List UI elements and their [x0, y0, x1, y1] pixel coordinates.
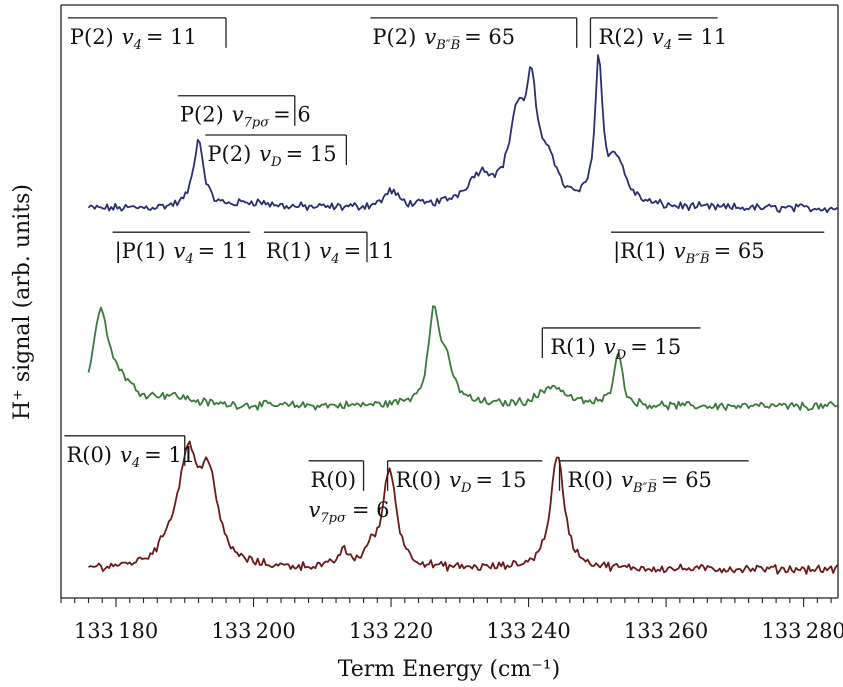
annotation-layer: P(2) v4 = 11 P(2) v7pσ = 6 P(2) vD = 15 P(2) vB″B̅… [64, 17, 825, 526]
peak-annotation: R(1) vD = 15 [541, 327, 701, 363]
annotation-label: v7pσ = 6 [309, 498, 390, 526]
peak-annotation: R(0) vD = 15 [386, 460, 543, 496]
y-axis-title: H⁺ signal (arb. units) [10, 184, 35, 420]
series-line-2 [87, 305, 838, 412]
x-ticks [60, 598, 832, 607]
peak-annotation: v7pσ = 6 [309, 498, 390, 526]
peak-annotation: P(2) vD = 15 [205, 134, 348, 170]
peak-annotation: R(0) vB″B̅ = 65 [558, 460, 749, 496]
peak-annotation: |P(1) v4 = 11 [112, 231, 251, 267]
annotation-label: P(2) vB″B̅ = 65 [372, 25, 515, 53]
annotation-label: R(0) vB″B̅ = 65 [568, 468, 712, 496]
annotation-label: R(0) v4 = 11 [66, 443, 195, 471]
peak-annotation: |R(1) vB″B̅ = 65 [611, 231, 825, 267]
annotation-label: P(2) vD = 15 [207, 142, 336, 170]
annotation-label: R(1) vD = 15 [550, 335, 681, 363]
peak-annotation: P(2) v4 = 11 [67, 17, 227, 53]
annotation-label: R(0) [311, 468, 357, 492]
x-tick-label: 133 240 [486, 619, 570, 643]
plot-frame [60, 4, 839, 599]
x-tick-label: 133 180 [74, 619, 158, 643]
peak-annotation: R(0) v4 = 11 [64, 435, 195, 471]
peak-annotation: R(0) [308, 460, 365, 492]
x-tick-label: 133 280 [761, 619, 843, 643]
peak-annotation: R(1) v4 = 11 [263, 231, 395, 267]
annotation-label: R(0) vD = 15 [396, 468, 527, 496]
annotation-label: R(1) v4 = 11 [266, 239, 395, 267]
x-tick-labels: 133 180 133 200 133 220 133 240 133 260 133 2… [74, 619, 843, 643]
annotation-label: P(2) v7pσ = 6 [180, 103, 311, 131]
peak-annotation: P(2) v7pσ = 6 [177, 95, 311, 131]
annotation-label: R(2) v4 = 11 [598, 25, 727, 53]
series-line-3 [88, 440, 839, 575]
peak-annotation: P(2) vB″B̅ = 65 [370, 17, 578, 53]
series-line-1 [87, 54, 838, 214]
series-layer [87, 54, 839, 575]
peak-annotation: R(2) v4 = 11 [589, 17, 727, 53]
x-tick-label: 133 260 [624, 619, 708, 643]
annotation-label: P(2) v4 = 11 [70, 25, 197, 53]
x-tick-label: 133 220 [349, 619, 433, 643]
annotation-label: |R(1) vB″B̅ = 65 [613, 239, 764, 267]
x-tick-label: 133 200 [211, 619, 295, 643]
x-axis-title: Term Energy (cm⁻¹) [338, 657, 560, 682]
annotation-label: |P(1) v4 = 11 [115, 239, 249, 267]
